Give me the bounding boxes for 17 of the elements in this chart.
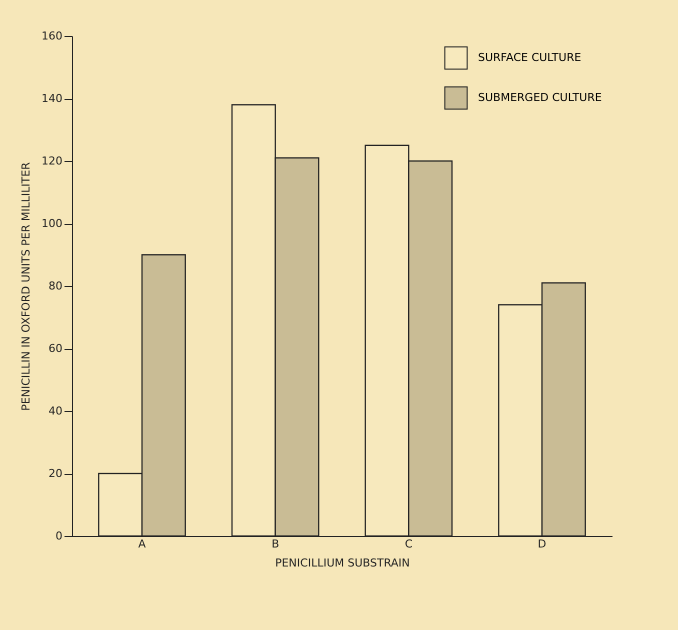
y-tick-label: 40 — [48, 404, 62, 418]
x-tick-label: C — [404, 538, 413, 550]
y-tick-label: 80 — [48, 280, 62, 292]
y-tick-label: 20 — [48, 467, 62, 480]
x-tick-label: B — [272, 538, 280, 550]
legend-label: SUBMERGED CULTURE — [478, 91, 602, 104]
y-tick-label: 140 — [42, 92, 62, 105]
x-tick-label: A — [138, 538, 146, 550]
y-tick-label: 160 — [42, 30, 62, 42]
x-axis-title: PENICILLIUM SUBSTRAIN — [275, 556, 410, 570]
y-tick-label: 60 — [48, 342, 62, 355]
y-tick-label: 120 — [42, 154, 62, 168]
y-tick-label: 100 — [42, 217, 62, 230]
x-tick-label: D — [538, 538, 546, 550]
legend-label: SURFACE CULTURE — [478, 51, 582, 64]
y-axis-title: PENICILLIN IN OXFORD UNITS PER MILLILITER — [20, 162, 33, 411]
y-tick-label: 0 — [56, 530, 62, 542]
